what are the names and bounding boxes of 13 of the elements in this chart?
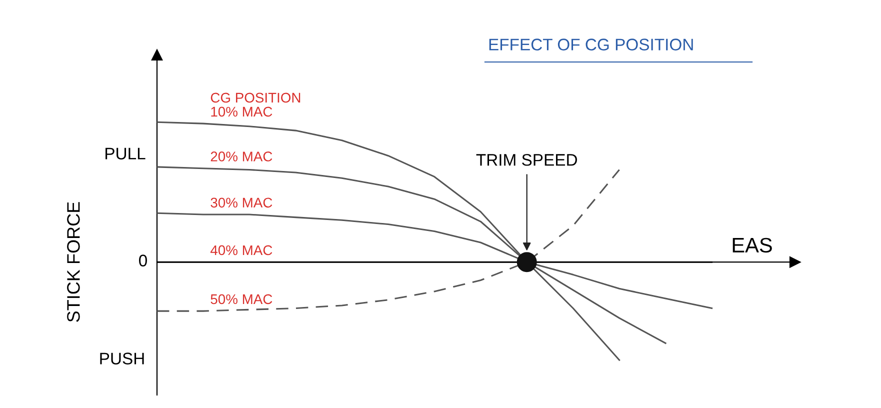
annotation: PULL — [106, 148, 146, 160]
series-label: 50% MAC — [210, 294, 272, 304]
annotation: 0 — [139, 254, 147, 266]
y-axis-title: STICK FORCE — [67, 202, 80, 322]
legend-title: CG POSITION — [210, 92, 300, 103]
x-axis-title: EAS — [732, 238, 772, 253]
series-label: 10% MAC — [211, 106, 272, 117]
series-label: 30% MAC — [210, 198, 272, 208]
series-label: 40% MAC — [210, 245, 272, 256]
chart-title: EFFECT OF CG POSITION — [489, 38, 693, 50]
annotation: TRIM SPEED — [476, 154, 577, 166]
annotation: PUSH — [100, 352, 144, 364]
series-label: 20% MAC — [210, 152, 272, 162]
